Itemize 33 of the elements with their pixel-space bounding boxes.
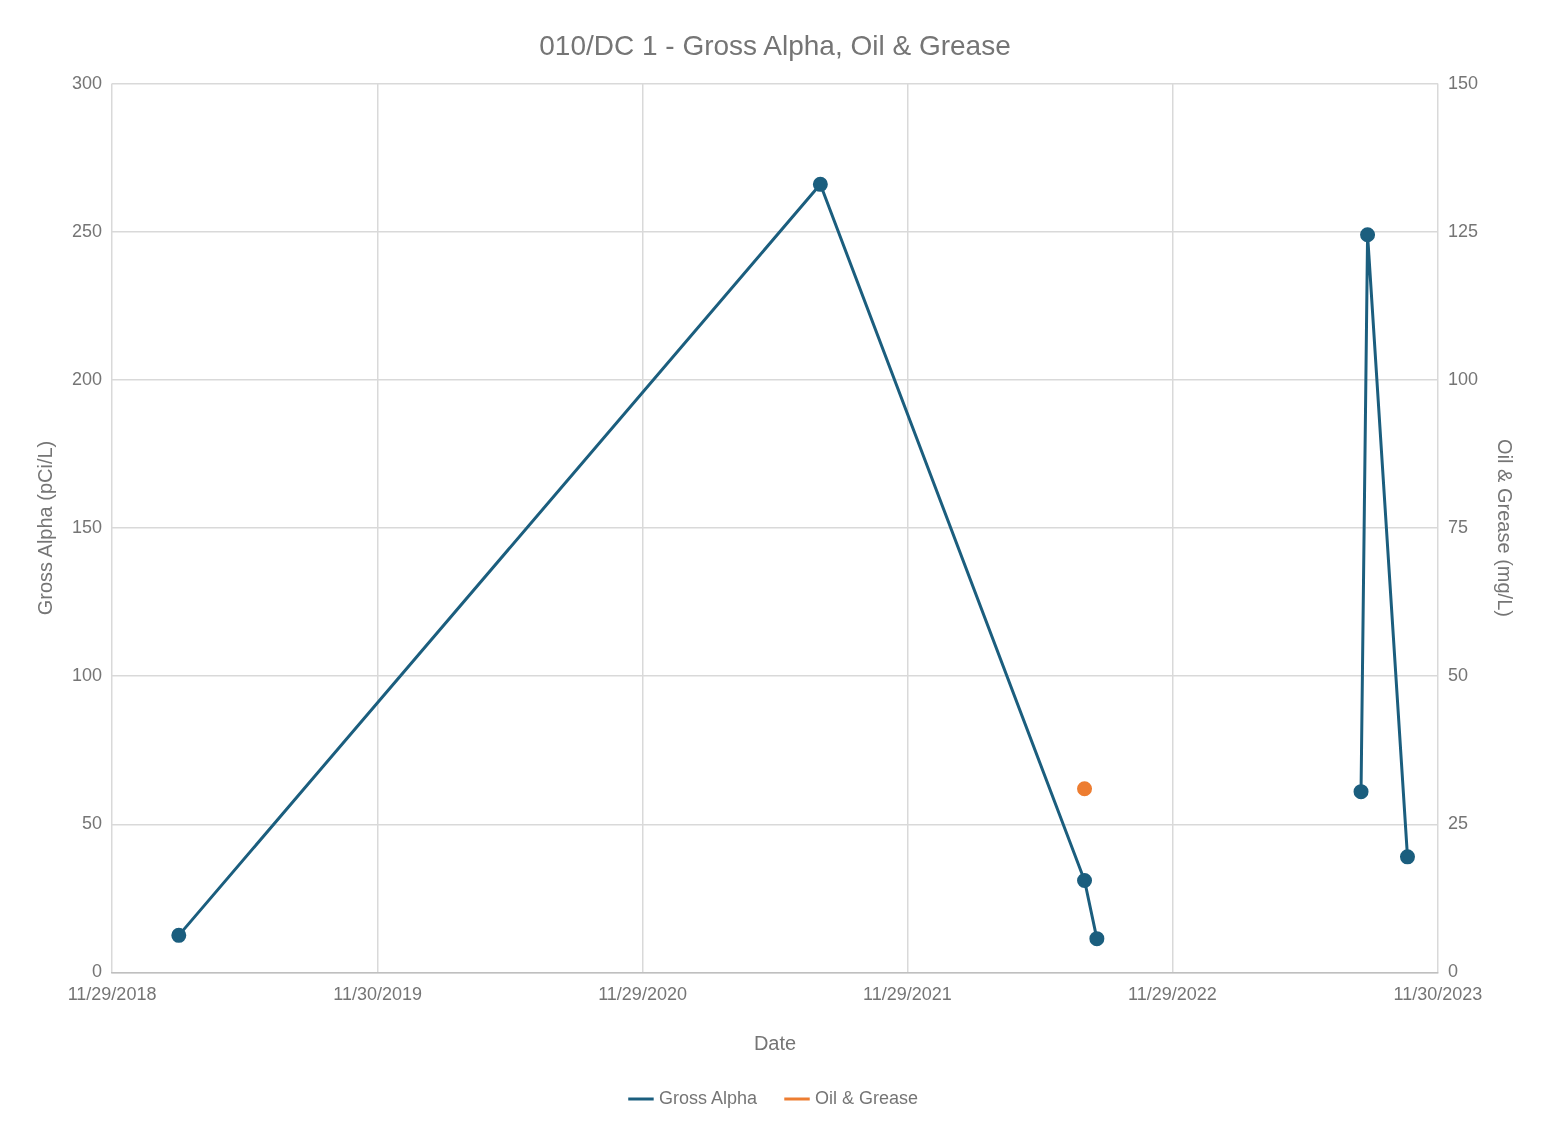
point bbox=[1360, 227, 1376, 243]
y2-tick-label: 150 bbox=[1447, 72, 1479, 93]
x-tick-label: 11/29/2020 bbox=[598, 984, 687, 1005]
y-tick-label: 200 bbox=[71, 368, 103, 389]
y2-tick-label: 75 bbox=[1447, 516, 1468, 537]
y-tick-label: 100 bbox=[71, 665, 103, 686]
point bbox=[1077, 873, 1093, 889]
x-tick-label: 11/30/2019 bbox=[333, 984, 423, 1005]
chart-title: 010/DC 1 - Gross Alpha, Oil & Grease bbox=[539, 29, 1011, 61]
y-tick-label: 150 bbox=[71, 516, 103, 537]
y2-tick-label: 0 bbox=[1447, 961, 1458, 982]
y-axis-title: Gross Alpha (pCi/L) bbox=[33, 440, 56, 616]
point bbox=[1089, 931, 1105, 947]
point bbox=[1399, 849, 1415, 865]
x-tick-label: 11/30/2023 bbox=[1393, 984, 1483, 1005]
legend-label: Oil & Grease bbox=[815, 1087, 919, 1108]
point bbox=[171, 927, 187, 943]
x-tick-label: 11/29/2022 bbox=[1127, 984, 1217, 1005]
y2-tick-label: 25 bbox=[1447, 813, 1468, 834]
x-axis-title: Date bbox=[753, 1031, 797, 1054]
y2-tick-label: 100 bbox=[1447, 368, 1479, 389]
y-tick-label: 50 bbox=[82, 813, 103, 834]
y2-tick-label: 125 bbox=[1447, 220, 1479, 241]
x-tick-label: 11/29/2018 bbox=[67, 984, 157, 1005]
y-tick-label: 0 bbox=[92, 961, 103, 982]
y2-tick-label: 50 bbox=[1447, 665, 1468, 686]
y2-axis-title: Oil & Grease (mg/L) bbox=[1494, 439, 1517, 617]
x-tick-label: 11/29/2021 bbox=[863, 984, 952, 1005]
y-tick-label: 250 bbox=[71, 220, 103, 241]
point bbox=[1353, 784, 1369, 800]
y-tick-label: 300 bbox=[71, 72, 103, 93]
point bbox=[812, 176, 828, 192]
legend-label: Gross Alpha bbox=[658, 1087, 758, 1108]
